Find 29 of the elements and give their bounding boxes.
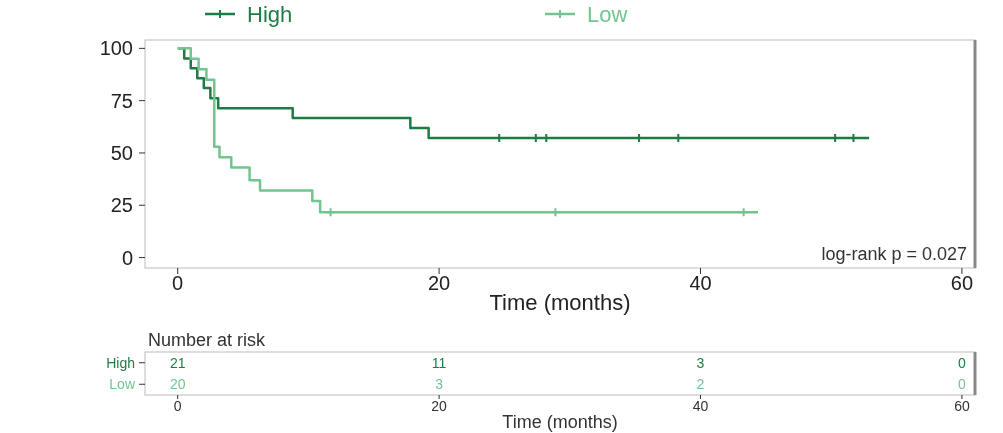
- y-tick-label: High: [106, 354, 135, 371]
- data-label: 21: [169, 354, 186, 371]
- x-tick-label: 60: [950, 272, 974, 294]
- y-tick-label: 75: [110, 89, 133, 112]
- legend-label: High: [247, 1, 293, 27]
- y-tick-label: 50: [110, 141, 133, 164]
- data-label: 3: [435, 376, 444, 393]
- data-label: 2: [696, 376, 705, 393]
- x-tick-label: 40: [692, 398, 709, 414]
- data-label: 0: [958, 376, 967, 393]
- legend-label: Low: [587, 1, 628, 27]
- data-label: 20: [169, 376, 186, 393]
- x-tick-label: 20: [427, 272, 451, 294]
- x-tick-label: 40: [689, 272, 712, 294]
- chart-title: Number at risk: [148, 330, 267, 350]
- data-label: 3: [696, 354, 705, 371]
- x-axis-title: Time (months): [489, 290, 631, 315]
- data-label: 0: [958, 354, 967, 371]
- annotation: log-rank p = 0.027: [821, 244, 967, 264]
- x-tick-label: 60: [954, 398, 970, 414]
- x-tick-label: 0: [173, 398, 182, 414]
- y-tick-label: 0: [121, 246, 133, 269]
- y-tick-label: Low: [109, 376, 136, 393]
- x-axis-title: Time (months): [502, 412, 618, 432]
- data-label: 11: [431, 354, 447, 371]
- x-tick-label: 0: [172, 272, 184, 294]
- y-tick-label: 100: [99, 37, 133, 60]
- x-tick-label: 20: [431, 398, 448, 414]
- y-tick-label: 25: [110, 194, 133, 217]
